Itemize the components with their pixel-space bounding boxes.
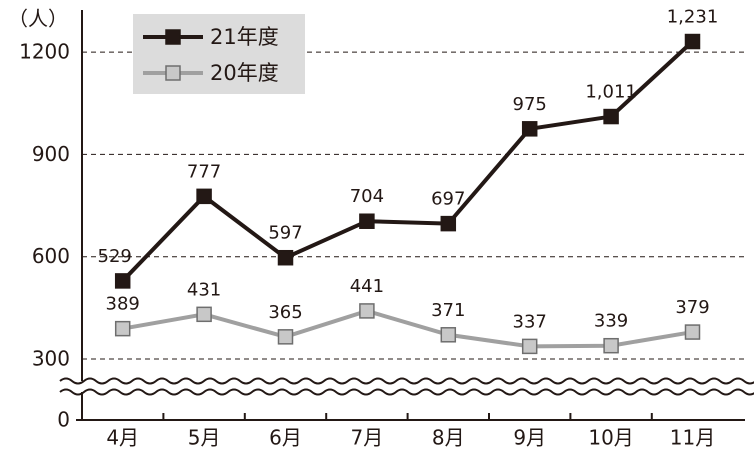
x-tick-label: 11月: [670, 426, 715, 450]
data-label: 1,231: [667, 7, 719, 28]
data-label: 371: [431, 300, 465, 321]
x-tick-label: 9月: [513, 426, 546, 450]
data-label: 529: [98, 246, 132, 267]
unit-label: （人）: [8, 7, 68, 31]
y-tick-label: 0: [57, 408, 70, 432]
data-label: 389: [106, 294, 140, 315]
marker: [684, 324, 701, 340]
marker: [114, 320, 131, 337]
marker: [277, 249, 294, 266]
legend-marker: [165, 29, 181, 45]
x-tick-label: 4月: [106, 426, 139, 450]
marker: [196, 306, 212, 323]
data-label: 975: [513, 94, 547, 115]
y-tick-label: 900: [32, 142, 70, 166]
data-label: 777: [187, 161, 221, 182]
data-label: 365: [268, 302, 302, 323]
data-label: 337: [513, 311, 547, 332]
data-label: 697: [431, 189, 465, 210]
data-label: 379: [675, 297, 709, 318]
x-tick-label: 5月: [188, 426, 221, 450]
legend-label: 21年度: [210, 25, 279, 49]
x-tick-label: 8月: [432, 426, 465, 450]
data-label: 431: [187, 279, 221, 300]
data-label: 441: [350, 276, 384, 297]
x-tick-label: 6月: [269, 426, 302, 450]
marker: [603, 108, 619, 125]
marker: [603, 337, 619, 354]
data-label: 339: [594, 311, 628, 332]
axis-break-gap: [60, 381, 751, 392]
axis-break-line: [59, 388, 754, 396]
marker: [196, 188, 212, 205]
y-tick-label: 300: [32, 347, 70, 371]
legend-marker: [165, 65, 181, 81]
x-tick-label: 7月: [351, 426, 384, 450]
marker: [684, 33, 701, 50]
marker: [521, 121, 538, 137]
series-line: [121, 40, 694, 283]
x-tick-label: 10月: [588, 426, 633, 450]
data-label: 597: [268, 223, 302, 244]
marker: [359, 303, 375, 319]
legend-box: [133, 14, 305, 94]
legend-label: 20年度: [210, 61, 279, 85]
data-label: 1,011: [585, 82, 637, 103]
marker: [521, 338, 538, 355]
marker: [440, 327, 457, 343]
data-label: 704: [350, 186, 384, 207]
y-tick-label: 600: [32, 244, 70, 268]
y-tick-label: 1200: [19, 40, 70, 64]
series-line: [122, 308, 693, 349]
marker: [359, 213, 375, 229]
axis-break-line: [59, 377, 754, 385]
marker: [440, 215, 457, 232]
marker: [277, 329, 294, 345]
marker: [114, 273, 131, 289]
